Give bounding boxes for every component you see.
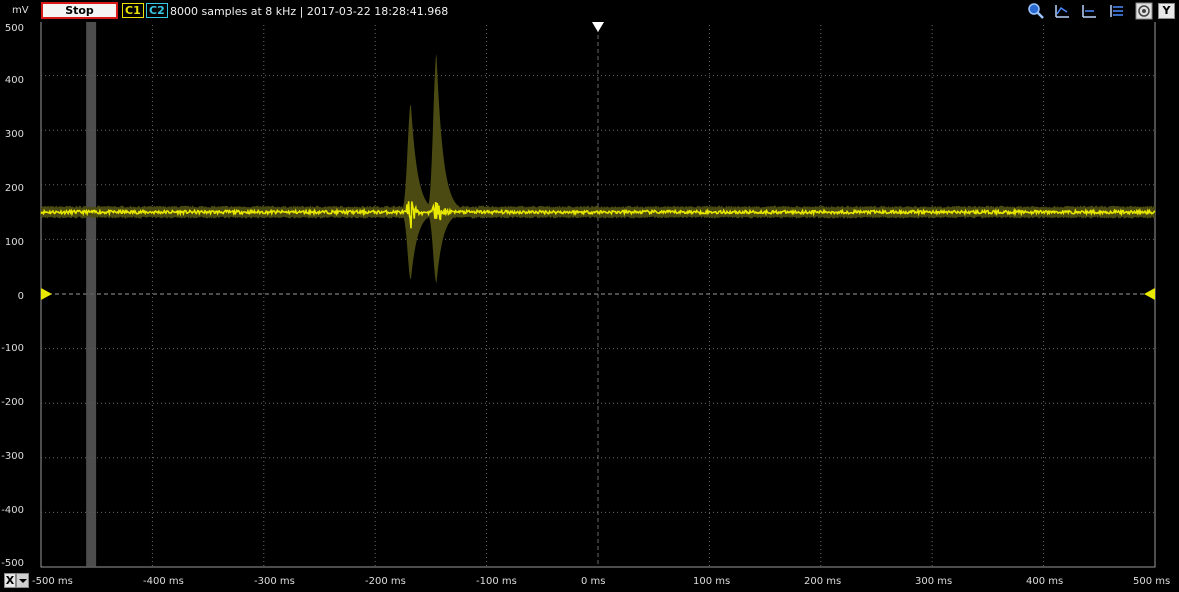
acquisition-status: 8000 samples at 8 kHz | 2017-03-22 18:28…	[170, 5, 449, 18]
y-tick-label: -100	[1, 343, 24, 354]
screenshot-icon[interactable]	[1135, 2, 1153, 20]
settings-list-icon[interactable]	[1108, 2, 1126, 20]
y-tick-label: 300	[4, 129, 24, 140]
y-tick-label: -500	[1, 558, 24, 569]
y-tick-label: 500	[4, 23, 24, 34]
x-tick-label: -500 ms	[32, 576, 73, 587]
time-marker-bar	[86, 21, 97, 567]
x-axis-button[interactable]: X	[4, 573, 16, 588]
channel-c2-toggle[interactable]: C2	[146, 3, 168, 18]
y-tick-label: 100	[4, 237, 24, 248]
y-tick-label: -300	[1, 451, 24, 462]
x-axis-dropdown-icon[interactable]	[16, 573, 29, 588]
y-tick-label: 400	[4, 75, 24, 86]
ground-marker-left-icon	[41, 288, 52, 300]
channel-c1-toggle[interactable]: C1	[122, 3, 144, 18]
y-tick-label: -200	[1, 397, 24, 408]
x-tick-label: 100 ms	[693, 576, 731, 587]
cursor-b-icon[interactable]	[1080, 2, 1098, 20]
trigger-marker-icon	[592, 22, 604, 32]
y-unit-label: mV	[12, 5, 29, 16]
y-tick-label: 0	[17, 291, 24, 302]
toolbar: mV Stop C1 C2 8000 samples at 8 kHz | 20…	[0, 0, 1179, 22]
x-tick-label: 500 ms	[1133, 576, 1171, 587]
y-tick-label: -400	[1, 505, 24, 516]
ground-marker-right-icon	[1144, 288, 1155, 300]
x-tick-label: 400 ms	[1026, 576, 1064, 587]
y-tick-label: 200	[4, 183, 24, 194]
x-tick-label: -400 ms	[143, 576, 184, 587]
x-tick-label: 0 ms	[581, 576, 606, 587]
trace-c1	[40, 201, 1156, 229]
y-axis-button[interactable]: Y	[1158, 3, 1175, 19]
x-tick-label: -100 ms	[476, 576, 517, 587]
cursor-a-icon[interactable]	[1053, 2, 1071, 20]
x-tick-label: -300 ms	[254, 576, 295, 587]
x-tick-label: 300 ms	[915, 576, 953, 587]
x-tick-label: -200 ms	[365, 576, 406, 587]
zoom-icon[interactable]	[1027, 2, 1045, 20]
stop-button[interactable]: Stop	[41, 2, 118, 19]
x-tick-label: 200 ms	[804, 576, 842, 587]
